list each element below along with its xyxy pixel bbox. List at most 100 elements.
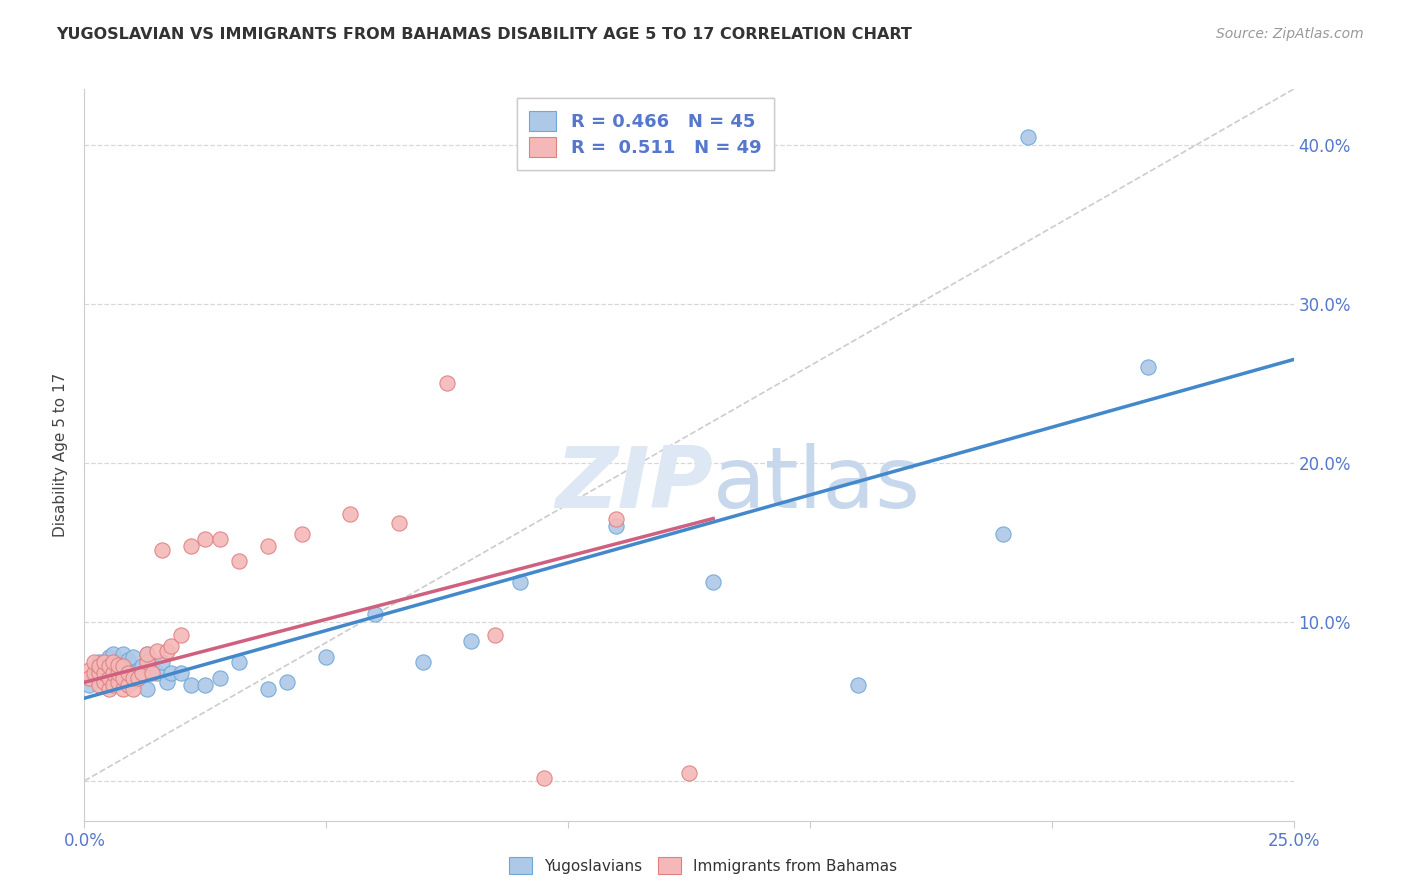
Point	[127, 671, 149, 685]
Point	[93, 675, 115, 690]
Point	[121, 673, 143, 688]
Point	[112, 647, 135, 661]
Point	[136, 647, 159, 661]
Point	[180, 678, 202, 692]
Point	[131, 659, 153, 673]
Point	[1137, 360, 1160, 375]
Point	[228, 655, 250, 669]
Point	[121, 681, 143, 696]
Point	[363, 607, 385, 621]
Point	[93, 659, 115, 673]
Point	[228, 554, 250, 568]
Point	[77, 678, 100, 692]
Point	[121, 649, 143, 664]
Point	[83, 665, 105, 680]
Legend: R = 0.466   N = 45, R =  0.511   N = 49: R = 0.466 N = 45, R = 0.511 N = 49	[516, 98, 775, 169]
Point	[136, 647, 159, 661]
Point	[315, 649, 337, 664]
Point	[339, 507, 361, 521]
Point	[141, 665, 163, 680]
Point	[77, 671, 100, 685]
Point	[117, 665, 139, 680]
Point	[208, 532, 231, 546]
Text: YUGOSLAVIAN VS IMMIGRANTS FROM BAHAMAS DISABILITY AGE 5 TO 17 CORRELATION CHART: YUGOSLAVIAN VS IMMIGRANTS FROM BAHAMAS D…	[56, 27, 912, 42]
Point	[83, 655, 105, 669]
Point	[117, 653, 139, 667]
Point	[155, 643, 177, 657]
Point	[127, 663, 149, 677]
Point	[103, 647, 125, 661]
Point	[103, 678, 125, 692]
Point	[136, 681, 159, 696]
Point	[93, 655, 115, 669]
Point	[846, 678, 869, 692]
Point	[155, 675, 177, 690]
Point	[484, 627, 506, 641]
Point	[87, 663, 110, 677]
Point	[678, 766, 700, 780]
Point	[388, 516, 411, 531]
Point	[103, 665, 125, 680]
Point	[107, 665, 129, 680]
Point	[103, 655, 125, 669]
Text: Source: ZipAtlas.com: Source: ZipAtlas.com	[1216, 27, 1364, 41]
Point	[993, 527, 1015, 541]
Point	[87, 678, 110, 692]
Point	[121, 671, 143, 685]
Point	[97, 659, 120, 673]
Point	[605, 511, 627, 525]
Point	[150, 655, 173, 669]
Point	[412, 655, 434, 669]
Point	[87, 659, 110, 673]
Point	[97, 659, 120, 673]
Point	[93, 665, 115, 680]
Y-axis label: Disability Age 5 to 17: Disability Age 5 to 17	[53, 373, 69, 537]
Point	[436, 376, 458, 391]
Point	[291, 527, 314, 541]
Point	[509, 575, 531, 590]
Point	[103, 665, 125, 680]
Point	[87, 655, 110, 669]
Point	[160, 639, 183, 653]
Point	[112, 659, 135, 673]
Point	[1017, 129, 1039, 144]
Point	[208, 671, 231, 685]
Point	[160, 665, 183, 680]
Text: ZIP: ZIP	[555, 442, 713, 525]
Point	[702, 575, 724, 590]
Point	[131, 665, 153, 680]
Point	[112, 681, 135, 696]
Point	[136, 655, 159, 669]
Point	[117, 665, 139, 680]
Point	[97, 671, 120, 685]
Point	[141, 659, 163, 673]
Point	[605, 519, 627, 533]
Point	[83, 665, 105, 680]
Point	[170, 627, 193, 641]
Point	[93, 671, 115, 685]
Point	[107, 657, 129, 672]
Point	[97, 681, 120, 696]
Point	[257, 681, 280, 696]
Point	[257, 539, 280, 553]
Point	[194, 678, 217, 692]
Point	[127, 671, 149, 685]
Point	[533, 771, 555, 785]
Point	[460, 634, 482, 648]
Point	[112, 671, 135, 685]
Point	[170, 665, 193, 680]
Legend: Yugoslavians, Immigrants from Bahamas: Yugoslavians, Immigrants from Bahamas	[503, 851, 903, 880]
Point	[112, 659, 135, 673]
Point	[107, 675, 129, 690]
Point	[146, 643, 169, 657]
Point	[107, 655, 129, 669]
Point	[87, 665, 110, 680]
Point	[117, 678, 139, 692]
Point	[194, 532, 217, 546]
Point	[146, 665, 169, 680]
Text: atlas: atlas	[713, 442, 921, 525]
Point	[150, 543, 173, 558]
Point	[97, 649, 120, 664]
Point	[77, 663, 100, 677]
Point	[107, 671, 129, 685]
